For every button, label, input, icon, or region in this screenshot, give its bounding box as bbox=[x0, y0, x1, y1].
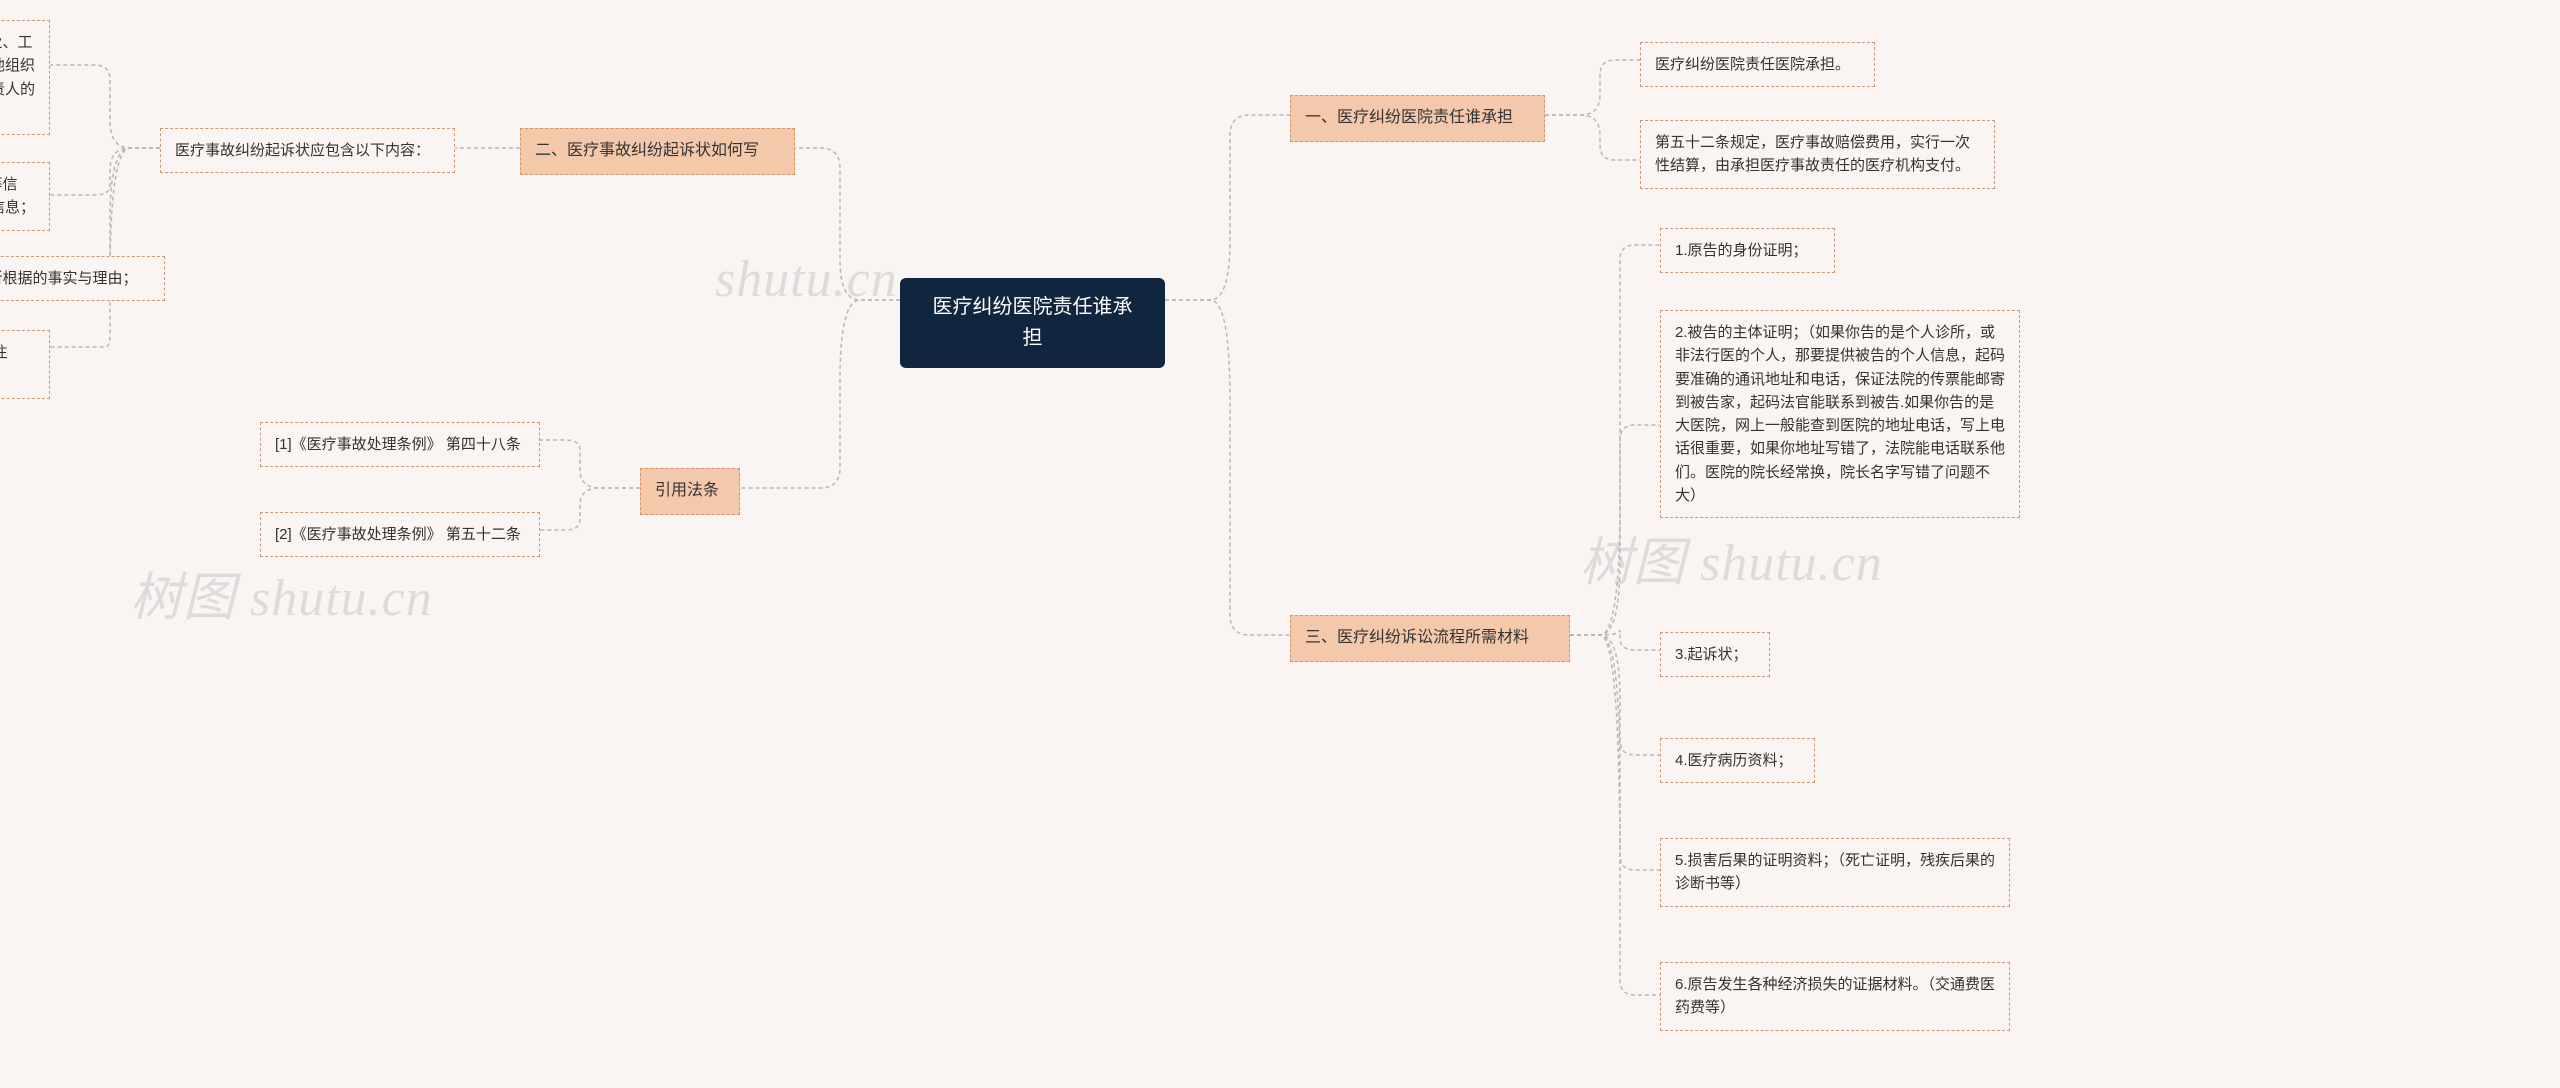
sub-2: 医疗事故纠纷起诉状应包含以下内容： bbox=[160, 128, 455, 173]
watermark: 树图 shutu.cn bbox=[1580, 520, 1883, 595]
branch-2: 二、医疗事故纠纷起诉状如何写 bbox=[520, 128, 795, 175]
leaf-3-2: 2.被告的主体证明；（如果你告的是个人诊所，或非法行医的个人，那要提供被告的个人… bbox=[1660, 310, 2020, 518]
leaf-2-3: 3.诉讼请求和所根据的事实与理由； bbox=[0, 256, 165, 301]
branch-3: 三、医疗纠纷诉讼流程所需材料 bbox=[1290, 615, 1570, 662]
leaf-2-1: 1.原告的姓名、性别、年龄、民族、职业、工作单位、住所、联系方式，法人或者其他组… bbox=[0, 20, 50, 135]
leaf-1-2: 第五十二条规定，医疗事故赔偿费用，实行一次性结算，由承担医疗事故责任的医疗机构支… bbox=[1640, 120, 1995, 189]
center-node: 医疗纠纷医院责任谁承担 bbox=[900, 278, 1165, 368]
leaf-4-1: [1]《医疗事故处理条例》 第四十八条 bbox=[260, 422, 540, 467]
leaf-1-1: 医疗纠纷医院责任医院承担。 bbox=[1640, 42, 1875, 87]
leaf-3-3: 3.起诉状； bbox=[1660, 632, 1770, 677]
branch-1: 一、医疗纠纷医院责任谁承担 bbox=[1290, 95, 1545, 142]
leaf-2-2: 2.被告的姓名、性别、工作单位、住所等信息，法人或者其他组织的名称、住所等信息； bbox=[0, 162, 50, 231]
leaf-3-6: 6.原告发生各种经济损失的证据材料。（交通费医药费等） bbox=[1660, 962, 2010, 1031]
leaf-3-5: 5.损害后果的证明资料；（死亡证明，残疾后果的诊断书等） bbox=[1660, 838, 2010, 907]
branch-4: 引用法条 bbox=[640, 468, 740, 515]
leaf-3-4: 4.医疗病历资料； bbox=[1660, 738, 1815, 783]
watermark: shutu.cn bbox=[715, 250, 898, 309]
watermark: 树图 shutu.cn bbox=[130, 555, 433, 630]
leaf-4-2: [2]《医疗事故处理条例》 第五十二条 bbox=[260, 512, 540, 557]
leaf-2-4: 4.证据和证据来源，证人姓名和住所。 bbox=[0, 330, 50, 399]
leaf-3-1: 1.原告的身份证明； bbox=[1660, 228, 1835, 273]
